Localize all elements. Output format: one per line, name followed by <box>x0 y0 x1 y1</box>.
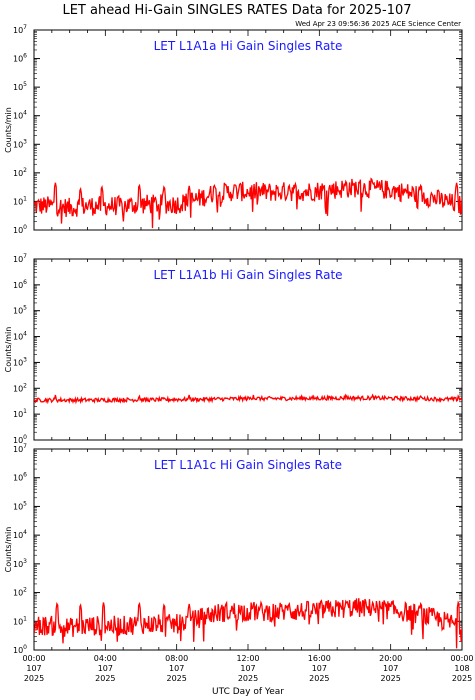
x-axis-label: UTC Day of Year <box>212 687 284 697</box>
y-tick-label: 105 <box>13 500 27 511</box>
chart-panel-1: 100 101 102 103 104 105 106 107 LET L1A1a Hi Gai… <box>4 24 463 235</box>
y-tick-label: 100 <box>13 434 27 445</box>
y-tick-label: 104 <box>13 529 27 540</box>
x-tick-year: 2025 <box>380 674 400 683</box>
y-tick-label: 103 <box>13 356 27 367</box>
generation-timestamp: Wed Apr 23 09:56:36 2025 ACE Science Cen… <box>295 20 461 28</box>
x-tick-label: 12:00 <box>236 654 259 663</box>
y-tick-label: 101 <box>13 615 27 626</box>
y-tick-label: 105 <box>13 81 27 92</box>
series-line <box>34 598 462 649</box>
y-tick-label: 106 <box>13 472 27 483</box>
y-axis-label: Counts/min <box>4 327 13 373</box>
x-tick-year: 2025 <box>24 674 44 683</box>
panels-group: 100 101 102 103 104 105 106 107 LET L1A1a Hi Gai… <box>4 24 463 655</box>
y-tick-label: 107 <box>13 443 27 454</box>
x-tick-day: 107 <box>169 664 184 673</box>
x-tick-year: 2025 <box>95 674 115 683</box>
x-tick-label: 00:00 <box>450 654 473 663</box>
y-tick-label: 102 <box>13 587 27 598</box>
panel-title: LET L1A1a Hi Gain Singles Rate <box>154 39 343 53</box>
page-title: LET ahead Hi-Gain SINGLES RATES Data for… <box>62 3 411 18</box>
y-tick-label: 106 <box>13 53 27 64</box>
panel-title: LET L1A1c Hi Gain Singles Rate <box>154 458 342 472</box>
y-tick-label: 102 <box>13 167 27 178</box>
x-tick-day: 108 <box>454 664 469 673</box>
y-tick-label: 107 <box>13 253 27 264</box>
y-tick-label: 104 <box>13 110 27 121</box>
y-tick-label: 103 <box>13 138 27 149</box>
y-tick-label: 107 <box>13 24 27 35</box>
series-line <box>34 393 462 405</box>
y-axis-label: Counts/min <box>4 107 13 153</box>
y-tick-label: 106 <box>13 279 27 290</box>
x-tick-label: 00:00 <box>22 654 45 663</box>
x-tick-year: 2025 <box>452 674 472 683</box>
y-tick-label: 101 <box>13 195 27 206</box>
x-tick-label: 04:00 <box>94 654 117 663</box>
series-line <box>34 177 462 229</box>
y-tick-label: 100 <box>13 644 27 655</box>
x-tick-day: 107 <box>98 664 113 673</box>
y-tick-label: 100 <box>13 224 27 235</box>
panel-title: LET L1A1b Hi Gain Singles Rate <box>153 268 342 282</box>
y-tick-label: 104 <box>13 331 27 342</box>
y-tick-label: 102 <box>13 382 27 393</box>
x-tick-label: 16:00 <box>308 654 331 663</box>
y-tick-label: 101 <box>13 408 27 419</box>
panel-frame <box>33 258 463 441</box>
x-tick-label: 20:00 <box>379 654 402 663</box>
x-tick-year: 2025 <box>238 674 258 683</box>
panel-frame <box>33 29 463 231</box>
y-tick-label: 103 <box>13 558 27 569</box>
x-tick-label: 08:00 <box>165 654 188 663</box>
chart-panel-2: 100 101 102 103 104 105 106 107 LET L1A1b Hi Gai… <box>4 253 463 445</box>
y-tick-label: 105 <box>13 305 27 316</box>
chart-panel-3: 100 101 102 103 104 105 106 107 LET L1A1c Hi Gai… <box>4 443 463 655</box>
x-tick-year: 2025 <box>166 674 186 683</box>
x-tick-day: 107 <box>312 664 327 673</box>
x-tick-day: 107 <box>26 664 41 673</box>
x-tick-labels: 00:00107202504:00107202508:00107202512:0… <box>22 654 473 683</box>
x-tick-day: 107 <box>383 664 398 673</box>
y-axis-label: Counts/min <box>4 527 13 573</box>
x-tick-day: 107 <box>240 664 255 673</box>
x-tick-year: 2025 <box>309 674 329 683</box>
